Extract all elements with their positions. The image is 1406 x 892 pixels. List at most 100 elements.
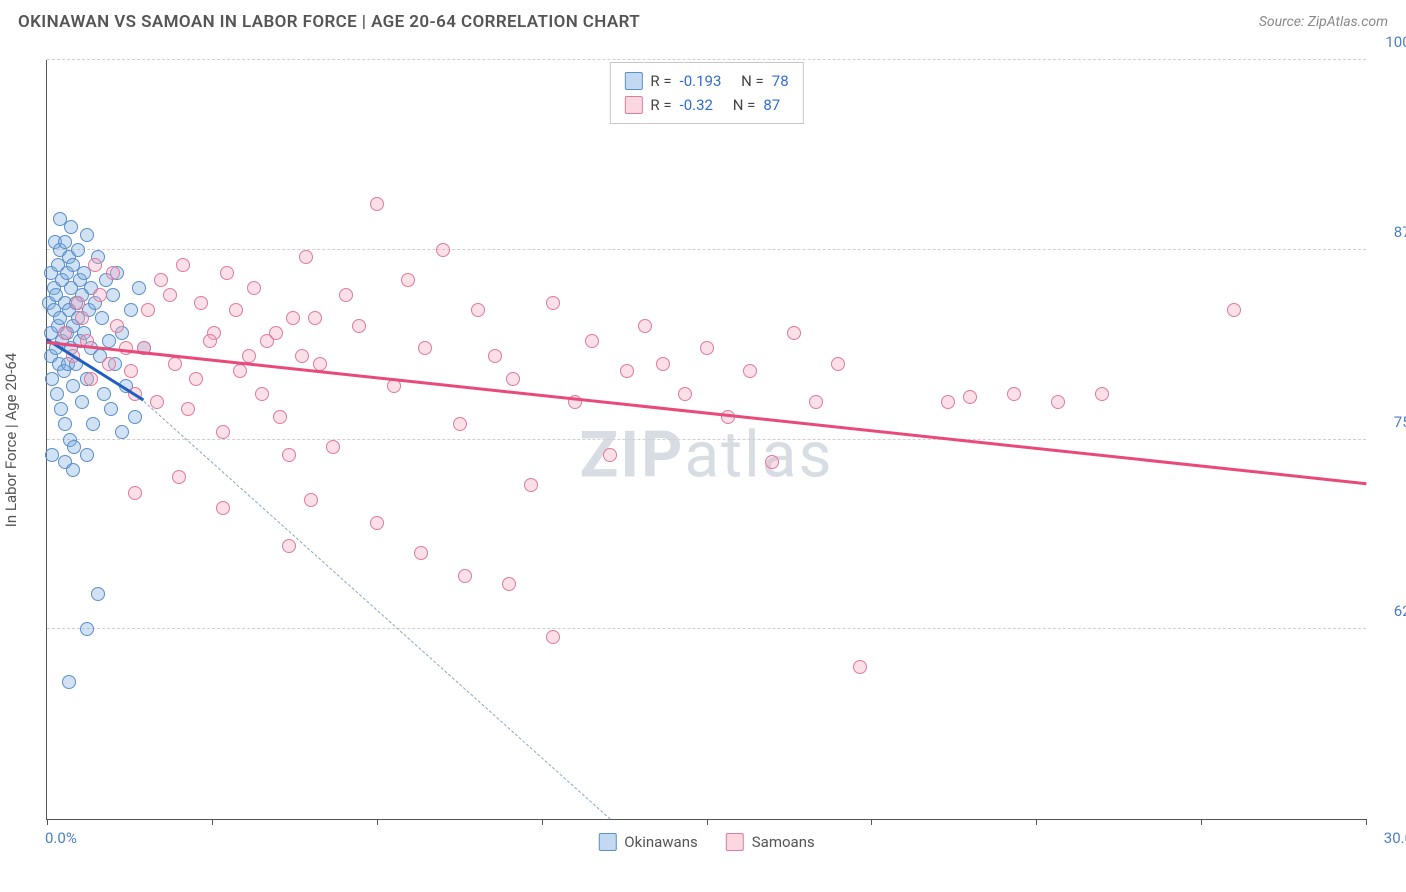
x-min-label: 0.0% — [45, 829, 77, 847]
legend-item-blue: Okinawans — [598, 833, 697, 851]
scatter-point-blue — [64, 220, 78, 234]
scatter-point-pink — [216, 501, 230, 515]
gridline-h — [47, 439, 1366, 440]
scatter-point-blue — [115, 425, 129, 439]
scatter-point-pink — [189, 372, 203, 386]
y-tick-label: 100.0% — [1374, 33, 1406, 51]
stats-row-pink: R = -0.32 N = 87 — [624, 93, 788, 117]
x-tick — [707, 819, 708, 825]
scatter-point-pink — [216, 425, 230, 439]
scatter-point-blue — [102, 334, 116, 348]
scatter-point-blue — [58, 417, 72, 431]
scatter-point-pink — [308, 311, 322, 325]
scatter-point-pink — [255, 387, 269, 401]
chart-container: OKINAWAN VS SAMOAN IN LABOR FORCE | AGE … — [0, 0, 1406, 892]
stats-r-pink: -0.32 — [680, 93, 713, 117]
scatter-point-pink — [124, 364, 138, 378]
scatter-point-pink — [352, 319, 366, 333]
swatch-blue-icon — [598, 833, 616, 851]
scatter-point-pink — [229, 303, 243, 317]
scatter-point-pink — [194, 296, 208, 310]
scatter-point-blue — [71, 243, 85, 257]
scatter-point-blue — [80, 228, 94, 242]
y-tick-label: 87.5% — [1374, 223, 1406, 241]
scatter-point-blue — [124, 303, 138, 317]
scatter-point-pink — [102, 357, 116, 371]
x-tick — [1036, 819, 1037, 825]
scatter-point-pink — [282, 448, 296, 462]
stats-row-blue: R = -0.193 N = 78 — [624, 69, 788, 93]
scatter-point-pink — [620, 364, 634, 378]
scatter-point-pink — [787, 326, 801, 340]
scatter-point-blue — [66, 463, 80, 477]
swatch-pink-icon — [624, 96, 642, 114]
scatter-point-pink — [84, 372, 98, 386]
scatter-point-pink — [546, 296, 560, 310]
x-tick — [1366, 819, 1367, 825]
x-tick — [47, 819, 48, 825]
scatter-point-blue — [97, 387, 111, 401]
scatter-point-pink — [233, 364, 247, 378]
watermark-bold: ZIP — [580, 417, 685, 492]
scatter-point-pink — [1227, 303, 1241, 317]
scatter-point-pink — [471, 303, 485, 317]
scatter-point-pink — [638, 319, 652, 333]
scatter-point-pink — [176, 258, 190, 272]
scatter-point-pink — [168, 357, 182, 371]
stats-r-label: R = — [650, 93, 671, 117]
scatter-point-pink — [273, 410, 287, 424]
scatter-point-pink — [656, 357, 670, 371]
scatter-point-pink — [603, 448, 617, 462]
scatter-point-pink — [269, 326, 283, 340]
gridline-h — [47, 249, 1366, 250]
scatter-point-pink — [1095, 387, 1109, 401]
swatch-blue-icon — [624, 72, 642, 90]
scatter-point-pink — [502, 577, 516, 591]
scatter-point-blue — [128, 410, 142, 424]
scatter-point-pink — [414, 546, 428, 560]
scatter-point-pink — [370, 197, 384, 211]
stats-box: R = -0.193 N = 78 R = -0.32 N = 87 — [609, 62, 803, 124]
scatter-point-pink — [831, 357, 845, 371]
scatter-point-pink — [387, 379, 401, 393]
scatter-point-pink — [313, 357, 327, 371]
scatter-point-blue — [104, 402, 118, 416]
scatter-point-blue — [62, 675, 76, 689]
swatch-pink-icon — [726, 833, 744, 851]
regression-line-pink — [47, 341, 1366, 485]
scatter-point-blue — [91, 587, 105, 601]
scatter-point-pink — [71, 296, 85, 310]
scatter-point-pink — [809, 395, 823, 409]
scatter-point-blue — [75, 395, 89, 409]
scatter-point-pink — [172, 470, 186, 484]
scatter-point-pink — [963, 390, 977, 404]
scatter-point-pink — [128, 486, 142, 500]
scatter-point-blue — [95, 311, 109, 325]
scatter-point-pink — [150, 395, 164, 409]
scatter-point-blue — [80, 448, 94, 462]
stats-r-label: R = — [650, 69, 671, 93]
scatter-point-pink — [93, 288, 107, 302]
x-tick — [377, 819, 378, 825]
y-tick-label: 75.0% — [1374, 413, 1406, 431]
gridline-h — [47, 59, 1366, 60]
scatter-point-blue — [54, 402, 68, 416]
scatter-point-blue — [66, 379, 80, 393]
stats-n-label: N = — [741, 69, 764, 93]
scatter-point-blue — [106, 288, 120, 302]
scatter-point-pink — [75, 311, 89, 325]
gridline-h — [47, 628, 1366, 629]
scatter-point-pink — [326, 440, 340, 454]
scatter-point-pink — [58, 326, 72, 340]
x-tick — [542, 819, 543, 825]
scatter-point-pink — [286, 311, 300, 325]
legend-label-pink: Samoans — [752, 833, 815, 851]
scatter-point-blue — [80, 622, 94, 636]
scatter-point-pink — [546, 630, 560, 644]
scatter-point-pink — [1051, 395, 1065, 409]
regression-extrapolation — [143, 401, 610, 819]
scatter-point-pink — [453, 417, 467, 431]
source-label: Source: ZipAtlas.com — [1259, 14, 1388, 30]
y-tick-label: 62.5% — [1374, 602, 1406, 620]
scatter-point-pink — [853, 660, 867, 674]
